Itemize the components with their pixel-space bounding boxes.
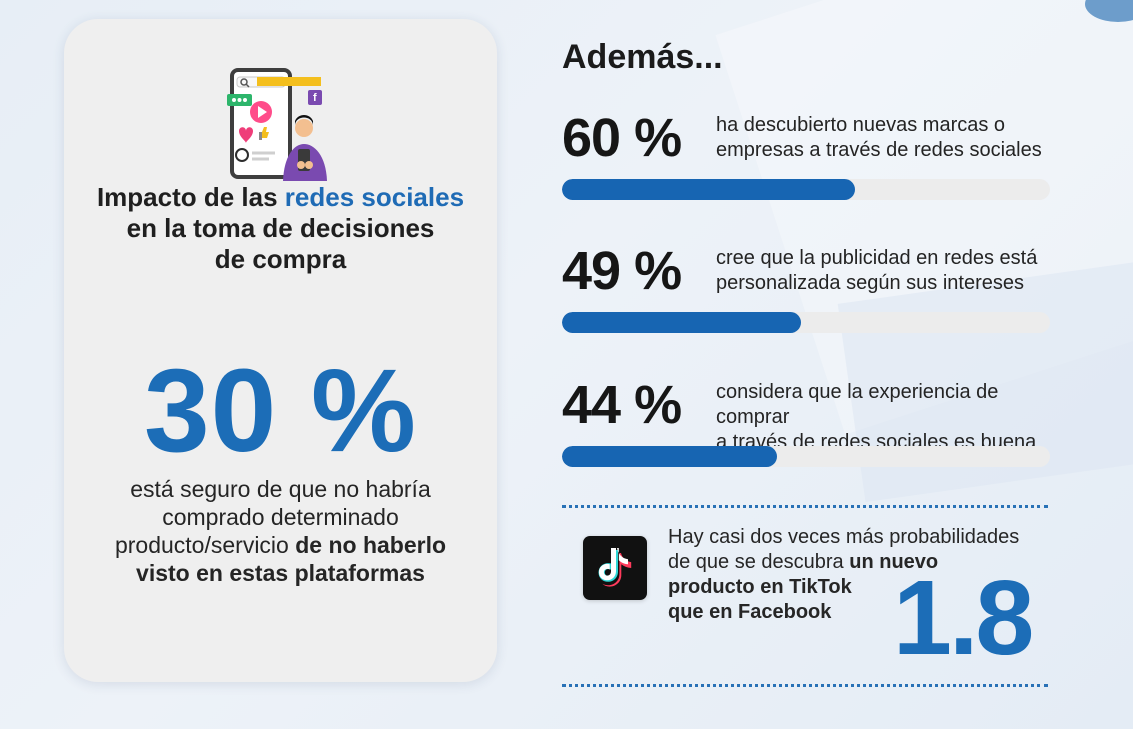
- title-text-part-2: en la toma de decisiones: [126, 213, 435, 243]
- svg-text:f: f: [313, 92, 317, 104]
- stat-description-line-2: empresas a través de redes sociales: [716, 139, 1042, 161]
- progress-track: [562, 179, 1050, 200]
- tiktok-logo: [598, 548, 632, 587]
- progress-fill: [562, 312, 802, 333]
- title-highlight: redes sociales: [284, 182, 465, 212]
- stat-description-line-1: cree que la publicidad en redes está: [716, 247, 1038, 269]
- stat-percentage: 49 %: [562, 241, 682, 301]
- stat-description: considera que la experiencia de comprar …: [716, 380, 1072, 455]
- hero-text-line-3-regular: producto/servicio: [114, 532, 296, 558]
- progress-fill: [562, 446, 777, 467]
- stat-percentage: 44 %: [562, 375, 682, 435]
- section-title: Además...: [562, 38, 723, 76]
- facebook-icon: [308, 90, 322, 105]
- hero-text-line-2: comprado determinado: [162, 504, 399, 530]
- stat-description-line-1: ha descubierto nuevas marcas o: [716, 114, 1006, 136]
- left-info-card: f Impacto de las redes sociales en la to…: [64, 19, 497, 682]
- avatar-icon: [235, 148, 249, 162]
- progress-fill: [562, 179, 855, 200]
- hero-text-line-1: está seguro de que no habría: [130, 476, 431, 502]
- title-text-part-1: Impacto de las: [96, 182, 285, 212]
- title-text-part-3: de compra: [214, 244, 347, 274]
- thumbs-up-icon: [259, 132, 262, 140]
- tiktok-text-line-3: producto en TikTok: [668, 576, 852, 598]
- tiktok-comparison-text: Hay casi dos veces más probabilidades de…: [668, 525, 1053, 625]
- stat-item: 49 % cree que la publicidad en redes est…: [562, 243, 1072, 333]
- heart-icon: [239, 127, 253, 143]
- tiktok-text-line-2-bold: un nuevo: [849, 551, 939, 573]
- hero-text-line-4: visto en estas plataformas: [136, 560, 425, 586]
- progress-track: [562, 312, 1050, 333]
- tiktok-multiplier: 1.8: [893, 559, 1034, 677]
- person-icon: [295, 119, 313, 137]
- hero-percentage: 30 %: [144, 345, 417, 477]
- stat-item: 60 % ha descubierto nuevas marcas o empr…: [562, 110, 1072, 200]
- stat-description: ha descubierto nuevas marcas o empresas …: [716, 113, 1072, 163]
- stat-percentage: 60 %: [562, 108, 682, 168]
- tiktok-text-line-2-regular: de que se descubra: [668, 551, 850, 573]
- hero-description: está seguro de que no habría comprado de…: [99, 475, 462, 587]
- tiktok-text-line-4: que en Facebook: [668, 601, 832, 623]
- stat-description: cree que la publicidad en redes está per…: [716, 246, 1072, 296]
- search-icon: [240, 78, 248, 86]
- dotted-divider: [562, 684, 1048, 687]
- progress-track: [562, 446, 1050, 467]
- stat-item: 44 % considera que la experiencia de com…: [562, 377, 1072, 467]
- social-media-illustration: f: [227, 68, 327, 181]
- stat-description-line-2: personalizada según sus intereses: [716, 272, 1024, 294]
- tiktok-icon: [583, 536, 647, 600]
- stat-description-line-1: considera que la experiencia de comprar: [716, 381, 999, 428]
- corner-decoration: [1085, 0, 1133, 22]
- card-title: Impacto de las redes sociales en la toma…: [64, 182, 497, 275]
- search-bar-accent: [257, 77, 321, 86]
- tiktok-text-line-1: Hay casi dos veces más probabilidades: [668, 526, 1020, 548]
- dotted-divider: [562, 505, 1048, 508]
- hero-text-line-3-bold: de no haberlo: [295, 532, 447, 558]
